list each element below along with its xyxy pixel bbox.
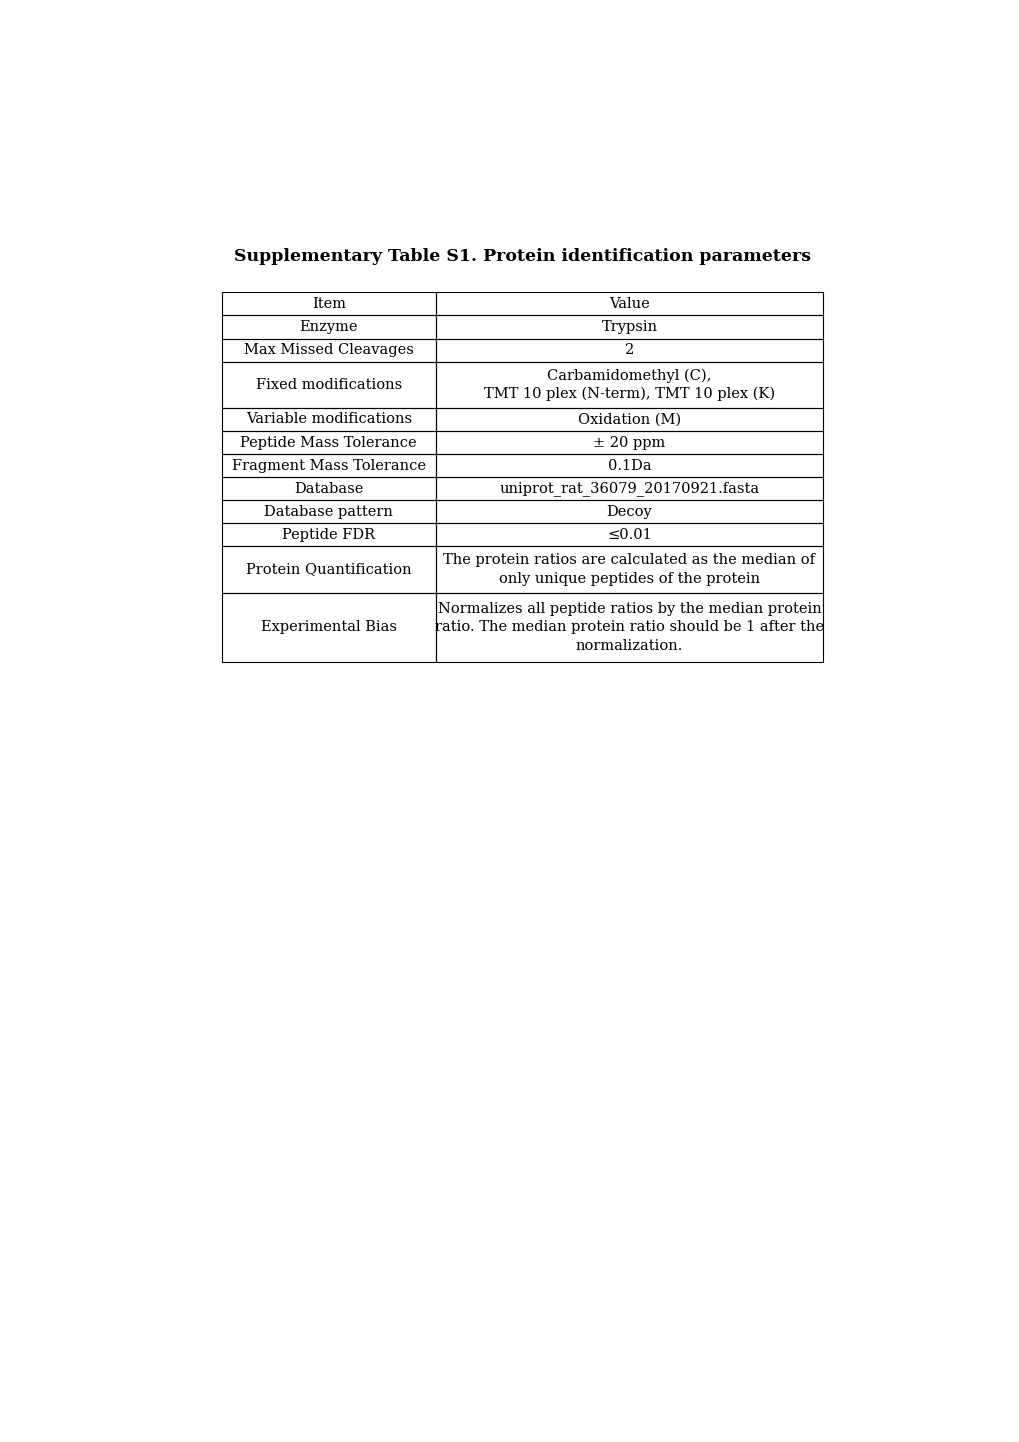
Text: Item: Item xyxy=(312,297,345,311)
Text: Value: Value xyxy=(608,297,649,311)
Text: ≤0.01: ≤0.01 xyxy=(606,528,651,542)
Text: Max Missed Cleavages: Max Missed Cleavages xyxy=(244,343,414,358)
Text: 2: 2 xyxy=(625,343,634,358)
Text: Decoy: Decoy xyxy=(606,505,652,519)
Text: Enzyme: Enzyme xyxy=(300,320,358,335)
Text: Protein Quantification: Protein Quantification xyxy=(246,562,412,577)
Text: Experimental Bias: Experimental Bias xyxy=(261,620,396,634)
Text: Database: Database xyxy=(293,482,363,496)
Text: Supplementary Table S1. Protein identification parameters: Supplementary Table S1. Protein identifi… xyxy=(234,248,810,265)
Text: Oxidation (M): Oxidation (M) xyxy=(578,412,681,427)
Text: Variable modifications: Variable modifications xyxy=(246,412,412,427)
Text: Normalizes all peptide ratios by the median protein
ratio. The median protein ra: Normalizes all peptide ratios by the med… xyxy=(434,601,823,653)
Text: The protein ratios are calculated as the median of
only unique peptides of the p: The protein ratios are calculated as the… xyxy=(443,554,815,585)
Text: Carbamidomethyl (C),
TMT 10 plex (N-term), TMT 10 plex (K): Carbamidomethyl (C), TMT 10 plex (N-term… xyxy=(483,368,774,401)
Text: Fragment Mass Tolerance: Fragment Mass Tolerance xyxy=(231,459,425,473)
Text: Database pattern: Database pattern xyxy=(264,505,393,519)
Text: 0.1Da: 0.1Da xyxy=(607,459,651,473)
Text: Fixed modifications: Fixed modifications xyxy=(256,378,401,392)
Text: Trypsin: Trypsin xyxy=(601,320,657,335)
Text: uniprot_rat_36079_20170921.fasta: uniprot_rat_36079_20170921.fasta xyxy=(499,482,759,496)
Text: Peptide FDR: Peptide FDR xyxy=(282,528,375,542)
Text: Peptide Mass Tolerance: Peptide Mass Tolerance xyxy=(240,435,417,450)
Text: ± 20 ppm: ± 20 ppm xyxy=(593,435,665,450)
